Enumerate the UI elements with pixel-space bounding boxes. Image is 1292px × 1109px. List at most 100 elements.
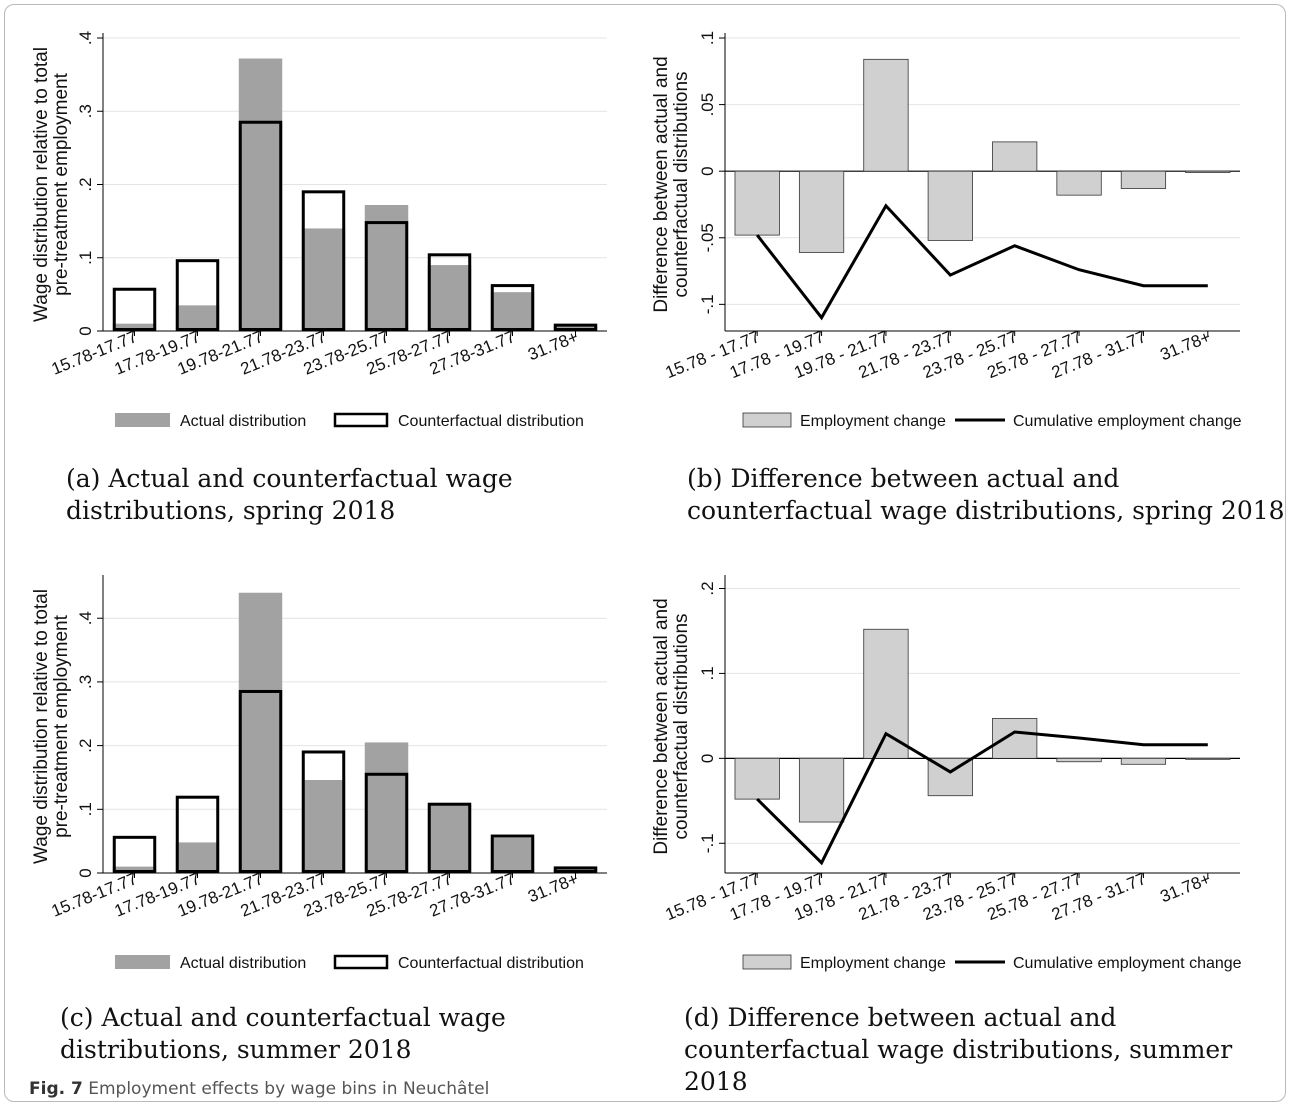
cumulative-change-line bbox=[756, 730, 1208, 866]
legend-swatch-counterfactual bbox=[333, 954, 389, 970]
y-tick-label: .3 bbox=[76, 104, 95, 118]
counterfactual-bar bbox=[112, 287, 157, 331]
y-axis-title: Difference between actual and bbox=[651, 56, 672, 312]
employment-change-bar bbox=[992, 718, 1038, 759]
legend-label-employment-change: Employment change bbox=[800, 413, 946, 430]
chart-panel-d: -.1 0 .1 .2 Difference between actual and cou… bbox=[651, 575, 1242, 972]
x-tick-label: 31.78+ bbox=[525, 869, 581, 906]
employment-change-bar bbox=[1185, 170, 1231, 173]
y-axis-title: counterfactual distributions bbox=[671, 613, 692, 839]
counterfactual-bar bbox=[490, 284, 535, 331]
actual-bar bbox=[427, 265, 472, 331]
legend-swatch-counterfactual bbox=[333, 412, 389, 428]
employment-change-bar bbox=[1120, 170, 1167, 189]
y-axis-title: Wage distribution relative to total bbox=[31, 589, 52, 864]
actual-bar bbox=[238, 592, 283, 873]
y-tick-label: .2 bbox=[698, 581, 717, 595]
actual-bar bbox=[364, 205, 409, 331]
actual-bar bbox=[301, 228, 346, 331]
figure-label: Fig. 7 bbox=[29, 1079, 83, 1099]
legend-label-employment-change: Employment change bbox=[800, 955, 946, 972]
actual-bar bbox=[301, 780, 346, 873]
x-tick-label: 31.78+ bbox=[1158, 327, 1214, 364]
y-tick-label: .2 bbox=[76, 739, 95, 753]
legend-swatch-employment-change bbox=[742, 412, 792, 428]
legend-label-cumulative-change: Cumulative employment change bbox=[1013, 955, 1242, 972]
y-tick-label: .1 bbox=[76, 251, 95, 265]
counterfactual-bar bbox=[301, 190, 346, 331]
counterfactual-bar bbox=[364, 772, 409, 874]
panel-caption-a: (a) Actual and counterfactual wage distr… bbox=[66, 464, 513, 525]
x-tick-label: 31.78+ bbox=[1158, 869, 1214, 906]
actual-bar bbox=[112, 866, 157, 873]
employment-change-bar bbox=[798, 757, 845, 823]
counterfactual-bar bbox=[427, 802, 472, 873]
actual-bar bbox=[427, 804, 472, 873]
actual-bar bbox=[238, 58, 283, 331]
y-tick-label: -.1 bbox=[698, 294, 717, 314]
panel-caption-d: (d) Difference between actual and counte… bbox=[684, 1003, 1233, 1096]
employment-change-bar bbox=[1056, 757, 1102, 763]
counterfactual-bar bbox=[175, 795, 220, 874]
employment-change-bar bbox=[734, 757, 780, 800]
y-tick-label: .3 bbox=[76, 675, 95, 689]
counterfactual-bar bbox=[553, 323, 598, 332]
counterfactual-bar bbox=[112, 835, 157, 874]
y-axis-title: Difference between actual and bbox=[651, 598, 672, 854]
y-tick-label: .1 bbox=[76, 802, 95, 816]
y-tick-label: .2 bbox=[76, 177, 95, 191]
y-tick-label: 0 bbox=[698, 166, 717, 175]
actual-bar bbox=[175, 305, 220, 331]
x-tick-label: 31.78+ bbox=[525, 327, 581, 364]
legend-label-actual: Actual distribution bbox=[180, 413, 306, 430]
legend-label-cumulative-change: Cumulative employment change bbox=[1013, 413, 1242, 430]
actual-bar bbox=[175, 842, 220, 873]
panel-caption-c: (c) Actual and counterfactual wage distr… bbox=[60, 1003, 506, 1064]
y-tick-label: .1 bbox=[698, 31, 717, 45]
counterfactual-bar bbox=[427, 253, 472, 332]
panel-caption-b: (b) Difference between actual and counte… bbox=[687, 464, 1285, 525]
y-tick-label: -.05 bbox=[698, 223, 717, 252]
y-tick-label: .05 bbox=[698, 93, 717, 117]
legend-swatch-actual bbox=[115, 413, 170, 427]
y-tick-label: -.1 bbox=[698, 833, 717, 853]
counterfactual-bar bbox=[175, 259, 220, 331]
employment-change-bar bbox=[1185, 757, 1231, 760]
employment-change-bar bbox=[863, 58, 909, 172]
chart-panel-b: -.1 -.05 0 .05 .1 Difference between actual a… bbox=[651, 31, 1242, 430]
y-axis-title: counterfactual distributions bbox=[671, 71, 692, 297]
counterfactual-bar bbox=[238, 689, 283, 873]
y-tick-label: 0 bbox=[76, 326, 95, 335]
actual-bar bbox=[490, 837, 535, 873]
legend-label-actual: Actual distribution bbox=[180, 955, 306, 972]
y-tick-label: 0 bbox=[76, 868, 95, 877]
counterfactual-bar bbox=[238, 120, 283, 331]
employment-change-bar bbox=[1120, 757, 1167, 765]
figure-frame: 0 .1 .2 .3 .4 Wage distribution relative to t… bbox=[4, 4, 1286, 1102]
employment-change-bar bbox=[798, 170, 845, 253]
employment-change-bar bbox=[734, 170, 780, 236]
y-axis-title: Wage distribution relative to total bbox=[31, 47, 52, 322]
chart-panel-a: 0 .1 .2 .3 .4 Wage distribution relative to t… bbox=[31, 31, 607, 430]
legend-label-counterfactual: Counterfactual distribution bbox=[398, 413, 584, 430]
actual-bar bbox=[112, 323, 157, 331]
legend-label-counterfactual: Counterfactual distribution bbox=[398, 955, 584, 972]
employment-change-bar bbox=[927, 170, 973, 241]
figure-caption-text: Employment effects by wage bins in Neuch… bbox=[88, 1079, 490, 1099]
actual-bar bbox=[364, 742, 409, 873]
y-axis-title: pre-treatment employment bbox=[51, 72, 72, 296]
employment-change-bar bbox=[1056, 170, 1102, 196]
chart-panel-c: 0 .1 .2 .3 .4 Wage distribution relative to t… bbox=[31, 575, 607, 972]
counterfactual-bar bbox=[301, 750, 346, 873]
counterfactual-bar bbox=[364, 221, 409, 331]
employment-change-bar bbox=[863, 628, 909, 759]
y-tick-label: .4 bbox=[76, 611, 95, 625]
y-tick-label: .4 bbox=[76, 31, 95, 45]
actual-bar bbox=[490, 292, 535, 331]
figure-caption: Fig. 7 Employment effects by wage bins i… bbox=[29, 1079, 489, 1099]
legend-swatch-employment-change bbox=[742, 954, 792, 970]
counterfactual-bar bbox=[490, 834, 535, 873]
y-axis-title: pre-treatment employment bbox=[51, 614, 72, 838]
employment-change-bar bbox=[992, 141, 1038, 172]
counterfactual-bar bbox=[553, 866, 598, 874]
